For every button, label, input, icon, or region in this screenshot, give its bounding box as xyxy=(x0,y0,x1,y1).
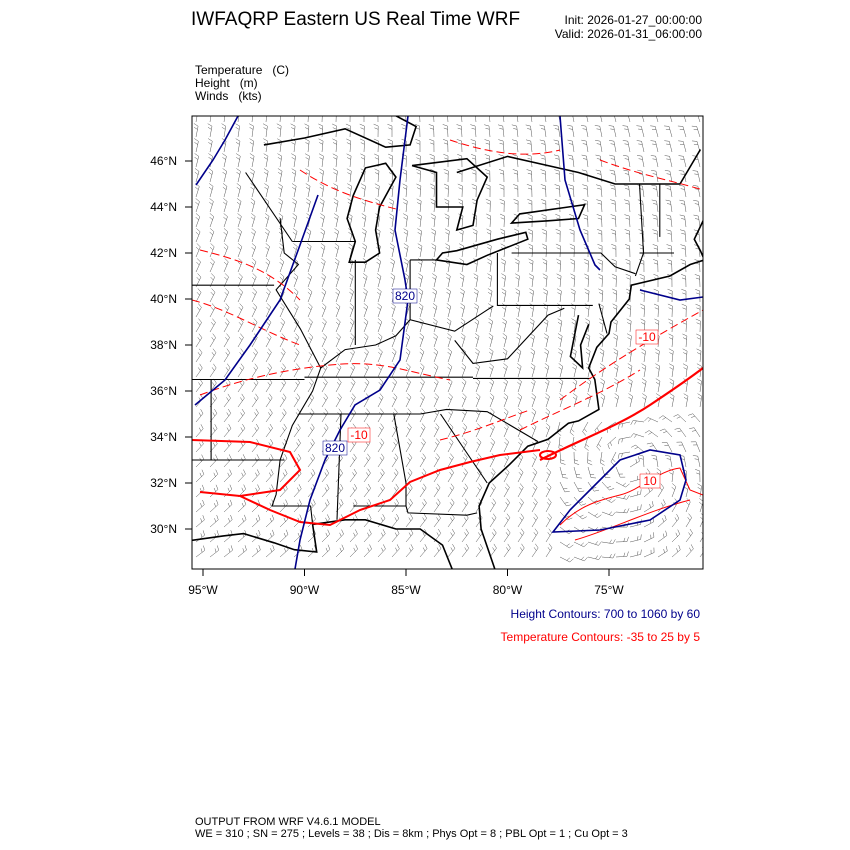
height-legend: Height Contours: 700 to 1060 by 60 xyxy=(510,607,700,621)
lon-label: 75°W xyxy=(594,583,624,597)
temp-label-offshore: 10 xyxy=(643,474,657,488)
state-boundaries xyxy=(192,172,674,525)
field-temperature: Temperature (C) xyxy=(195,63,290,77)
lake-michigan xyxy=(346,162,397,263)
state-boundary xyxy=(598,303,608,334)
atlantic-coastline xyxy=(478,219,703,569)
lat-label: 42°N xyxy=(150,246,177,260)
lake-ontario xyxy=(509,203,586,225)
temperature-contours xyxy=(192,139,703,541)
lake-erie xyxy=(434,231,529,266)
state-boundary xyxy=(454,307,565,364)
us-canada-border xyxy=(456,149,702,185)
temperature-legend: Temperature Contours: -35 to 25 by 5 xyxy=(500,630,700,644)
state-boundary xyxy=(353,505,478,516)
height-label-south: 820 xyxy=(325,441,345,455)
wind-barb-field xyxy=(193,116,703,563)
state-boundary xyxy=(440,413,488,484)
init-time: Init: 2026-01-27_00:00:00 xyxy=(564,13,702,27)
lat-label: 38°N xyxy=(150,338,177,352)
state-boundary xyxy=(272,505,314,525)
state-boundary xyxy=(245,172,293,242)
gulf-coastline xyxy=(192,519,453,569)
state-boundary xyxy=(511,252,636,275)
height-contour-west xyxy=(195,116,239,186)
height-contour-mid-west xyxy=(194,194,319,406)
temp-label-central: -10 xyxy=(350,428,368,442)
height-contour-820 xyxy=(294,116,409,569)
temp-label-ne: -10 xyxy=(638,330,656,344)
lat-label: 40°N xyxy=(150,292,177,306)
lon-label: 85°W xyxy=(391,583,421,597)
wind-barbs xyxy=(193,116,703,563)
lat-label: 46°N xyxy=(150,154,177,168)
temp-contour-zero-south xyxy=(192,439,541,527)
lake-huron xyxy=(411,157,489,232)
model-info: OUTPUT FROM WRF V4.6.1 MODEL WE = 310 ; … xyxy=(195,816,628,840)
lat-label: 44°N xyxy=(150,200,177,214)
lat-label: 32°N xyxy=(150,476,177,490)
height-contour-low xyxy=(551,449,687,533)
height-contours xyxy=(194,116,703,569)
geography xyxy=(192,116,703,569)
axis-ticks xyxy=(185,160,610,576)
state-boundary xyxy=(320,305,494,369)
chesapeake-bay xyxy=(569,314,590,371)
temp-contour-dashed xyxy=(192,139,703,441)
model-version: OUTPUT FROM WRF V4.6.1 MODEL xyxy=(195,816,381,828)
run-times: Init: 2026-01-27_00:00:00 Valid: 2026-01… xyxy=(555,13,702,41)
height-contour-northeast xyxy=(559,116,601,271)
state-boundary xyxy=(298,408,539,443)
height-label-north: 820 xyxy=(395,289,415,303)
lat-label: 30°N xyxy=(150,522,177,536)
plot-title: IWFAQRP Eastern US Real Time WRF xyxy=(191,9,521,30)
temp-contour-zero-north xyxy=(539,367,703,461)
contour-labels: 820 820 -10 -10 10 xyxy=(322,288,661,489)
lon-label: 95°W xyxy=(188,583,218,597)
height-contour-east xyxy=(639,289,703,301)
field-winds: Winds (kts) xyxy=(195,89,262,103)
map-frame xyxy=(191,115,704,570)
temp-contour-offshore xyxy=(559,467,703,541)
lon-label: 90°W xyxy=(289,583,320,597)
model-config: WE = 310 ; SN = 275 ; Levels = 38 ; Dis … xyxy=(195,828,628,840)
state-boundary xyxy=(336,413,342,520)
lon-label: 80°W xyxy=(492,583,523,597)
state-boundary xyxy=(393,413,407,506)
lat-label: 34°N xyxy=(150,430,177,444)
temp-contour-zero-loop xyxy=(539,450,557,460)
lake-superior xyxy=(263,116,418,149)
field-list: Temperature (C) Height (m) Winds (kts) xyxy=(195,64,289,103)
lat-label: 36°N xyxy=(150,384,177,398)
valid-time: Valid: 2026-01-31_06:00:00 xyxy=(554,27,702,41)
field-height: Height (m) xyxy=(195,76,258,90)
